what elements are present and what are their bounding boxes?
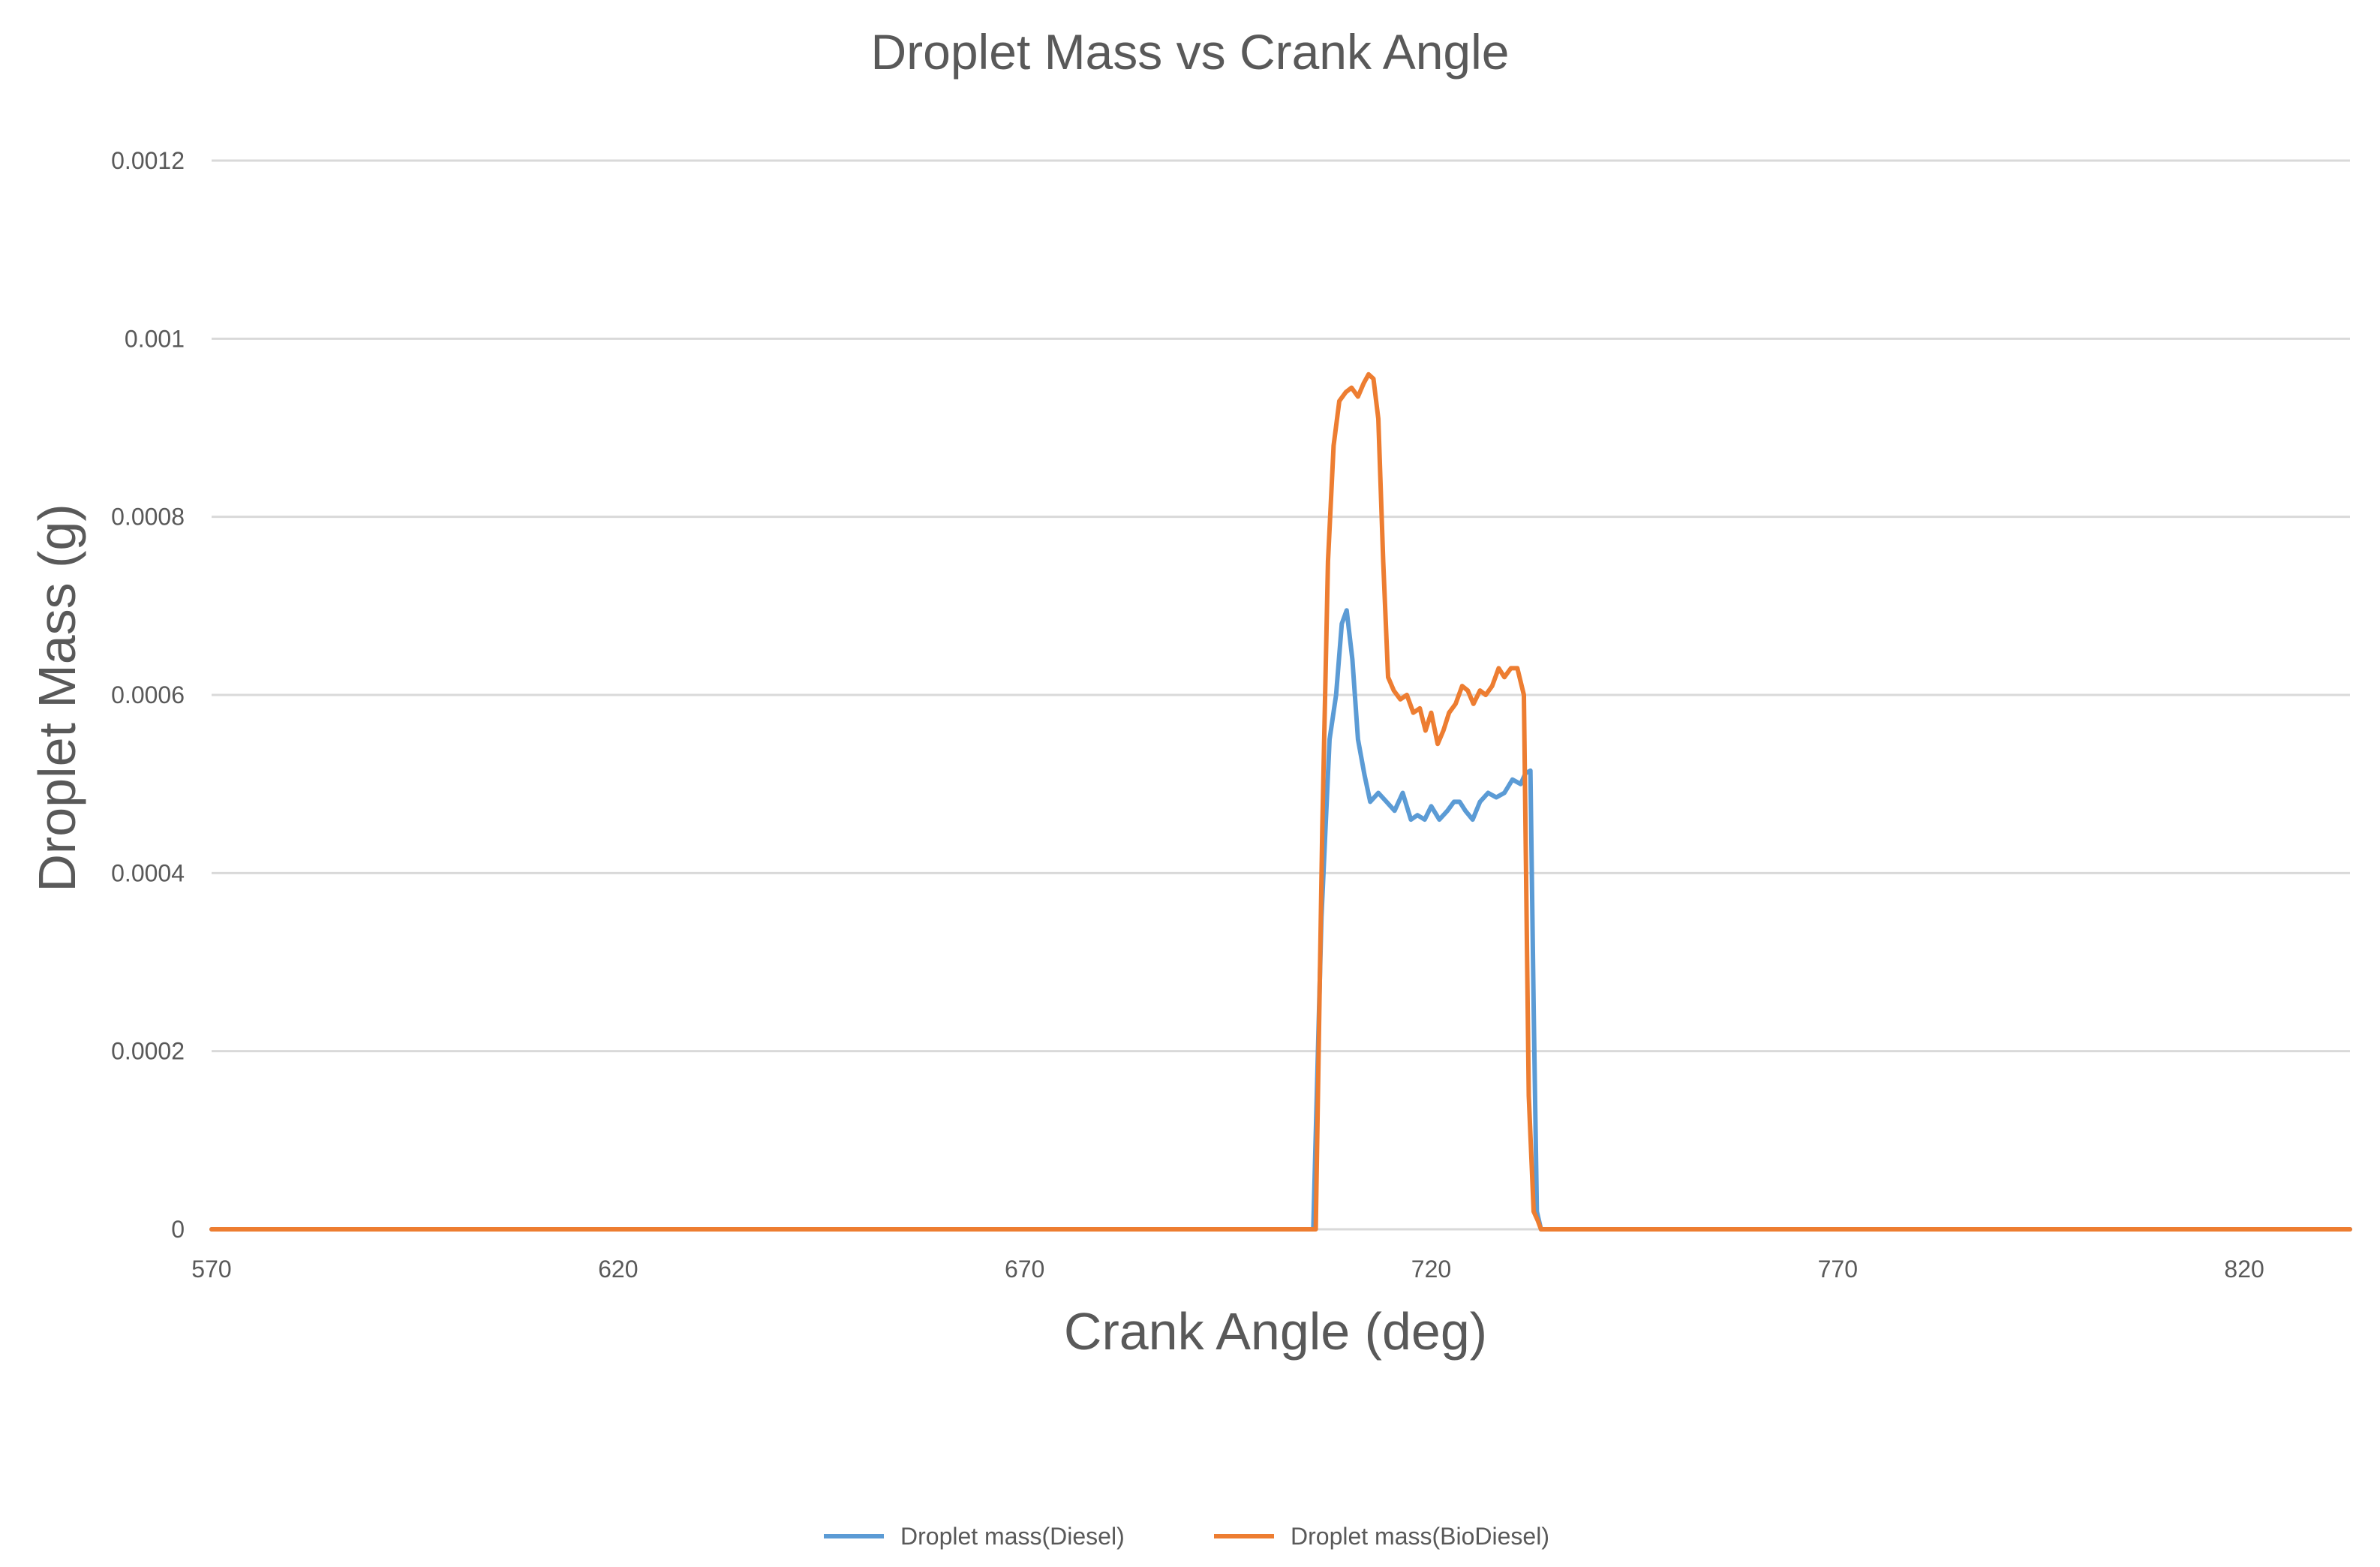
chart-title: Droplet Mass vs Crank Angle (870, 24, 1509, 80)
legend-label-biodiesel: Droplet mass(BioDiesel) (1291, 1523, 1549, 1550)
series-line-diesel (209, 608, 2352, 1232)
legend-label-diesel: Droplet mass(Diesel) (900, 1523, 1125, 1550)
y-tick-label: 0 (171, 1216, 185, 1243)
y-tick-label: 0.0004 (111, 859, 185, 886)
y-tick-label: 0.0012 (111, 147, 185, 174)
y-tick-label: 0.0002 (111, 1038, 185, 1065)
x-axis-title: Crank Angle (deg) (1064, 1302, 1487, 1361)
series-lines (209, 371, 2352, 1232)
x-tick-label: 670 (1005, 1256, 1044, 1283)
gridlines (212, 159, 2350, 1231)
legend: Droplet mass(Diesel) Droplet mass(BioDie… (824, 1523, 1549, 1550)
y-tick-label: 0.0008 (111, 504, 185, 531)
x-tick-label: 770 (1818, 1256, 1858, 1283)
x-tick-label: 720 (1411, 1256, 1451, 1283)
y-tick-label: 0.001 (125, 325, 185, 352)
x-tick-label: 570 (191, 1256, 231, 1283)
x-tick-label: 820 (2224, 1256, 2264, 1283)
x-axis-ticks: 570 620 670 720 770 820 (191, 1256, 2264, 1283)
series-line-biodiesel (209, 371, 2352, 1232)
x-tick-label: 620 (598, 1256, 638, 1283)
y-tick-label: 0.0006 (111, 681, 185, 708)
y-axis-ticks: 0 0.0002 0.0004 0.0006 0.0008 0.001 0.0012 (111, 147, 185, 1243)
y-axis-title: Droplet Mass (g) (28, 504, 86, 892)
